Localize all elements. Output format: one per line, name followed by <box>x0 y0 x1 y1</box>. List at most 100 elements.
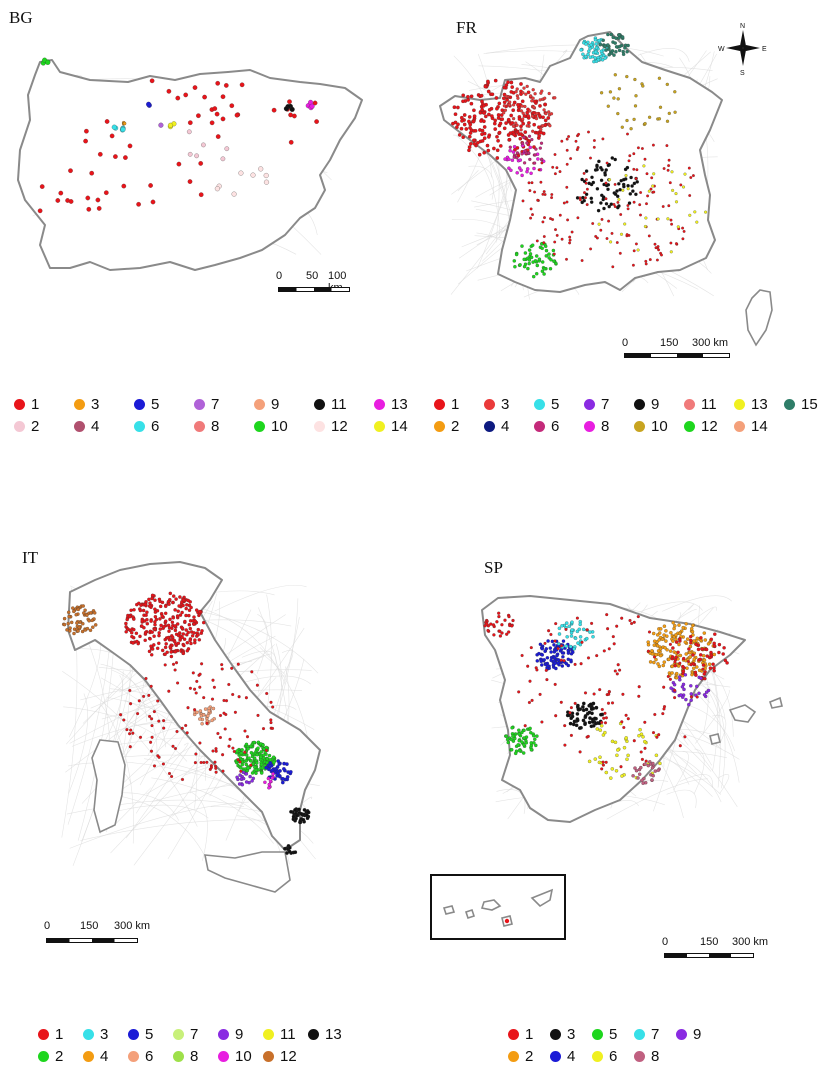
sample-point <box>519 82 523 86</box>
sample-point <box>604 760 608 764</box>
legend-item-14: 14 <box>734 418 768 435</box>
sample-point <box>522 257 526 262</box>
sample-point <box>220 667 224 671</box>
flow-line <box>68 636 101 738</box>
sample-point <box>192 615 196 619</box>
sample-point <box>589 724 594 729</box>
legend-label: 1 <box>55 1026 64 1043</box>
sample-point <box>619 765 623 769</box>
compass-n: N <box>740 23 745 30</box>
legend-item-11: 11 <box>263 1026 296 1043</box>
sample-point <box>549 112 554 116</box>
sample-point <box>246 766 250 770</box>
sample-point <box>585 187 589 191</box>
sample-point <box>533 259 538 263</box>
legend-label: 12 <box>701 418 718 435</box>
compass-rose: N S W E <box>718 20 768 77</box>
sample-point <box>265 757 270 761</box>
sample-point <box>518 263 522 267</box>
it-map <box>61 561 321 893</box>
sample-point <box>618 187 622 192</box>
sample-point <box>645 172 649 176</box>
sample-point <box>261 743 265 747</box>
sample-point <box>525 169 529 174</box>
sample-point <box>540 161 544 165</box>
sample-point <box>521 199 525 203</box>
sample-point <box>504 121 508 125</box>
sample-point <box>578 750 582 754</box>
legend-label: 2 <box>55 1048 64 1065</box>
sample-point <box>270 768 275 773</box>
sample-point <box>546 639 550 643</box>
sample-point <box>578 635 583 639</box>
sample-point <box>202 760 206 765</box>
sample-point <box>550 196 554 200</box>
sample-point <box>218 713 223 718</box>
sample-point <box>553 96 557 100</box>
sample-point <box>591 222 595 225</box>
legend-item-11: 11 <box>314 396 347 413</box>
sample-point <box>485 143 490 148</box>
sample-point <box>598 42 603 47</box>
sample-point <box>243 750 247 754</box>
sample-point <box>160 614 164 618</box>
sample-point <box>502 126 507 131</box>
scale-label-0: 0 <box>44 920 51 932</box>
sample-point <box>180 626 185 631</box>
sample-point <box>565 137 569 141</box>
sample-point <box>612 642 616 646</box>
scale-bar-graphic <box>664 953 754 958</box>
sample-point <box>81 604 85 608</box>
sample-point <box>235 775 239 780</box>
flow-line <box>102 675 124 747</box>
sample-point <box>540 653 545 657</box>
legend-label: 2 <box>451 418 460 435</box>
sample-point <box>590 175 594 180</box>
sample-point <box>607 52 611 57</box>
sample-point <box>533 99 537 104</box>
bg-map <box>17 57 363 271</box>
sample-point <box>651 631 656 636</box>
sample-point <box>276 771 280 776</box>
sample-point <box>622 745 627 750</box>
sample-point <box>683 640 688 644</box>
legend-label: 14 <box>391 418 408 435</box>
sample-point <box>502 104 507 108</box>
sample-point <box>651 184 655 188</box>
legend-label: 1 <box>451 396 460 413</box>
sample-point <box>698 653 703 657</box>
sample-point <box>221 753 225 757</box>
sample-point <box>552 259 556 264</box>
sample-point <box>646 763 651 768</box>
sample-point <box>677 623 681 627</box>
legend-swatch <box>14 421 25 432</box>
sample-point <box>693 210 697 214</box>
flow-line <box>69 801 249 849</box>
sample-point <box>537 651 541 656</box>
sample-point <box>189 605 193 610</box>
sample-point <box>249 750 254 755</box>
sample-point <box>570 620 574 624</box>
sample-point <box>688 213 692 217</box>
sample-point <box>615 241 619 244</box>
sample-point <box>599 178 604 183</box>
sample-point <box>672 682 677 687</box>
sample-point <box>167 689 171 693</box>
sample-point <box>482 125 487 129</box>
sample-point <box>314 119 319 124</box>
legend-swatch <box>684 399 695 410</box>
sample-point <box>668 181 672 185</box>
sample-point <box>637 733 641 738</box>
sample-point <box>188 686 192 690</box>
sample-point <box>534 147 538 151</box>
sample-point <box>655 735 659 739</box>
sample-point <box>215 134 221 139</box>
sample-point <box>601 760 605 764</box>
sample-point <box>167 629 171 633</box>
legend-item-8: 8 <box>584 418 609 435</box>
legend-label: 3 <box>501 396 510 413</box>
sample-point <box>285 762 289 766</box>
sample-point <box>646 194 650 198</box>
sample-point <box>268 757 273 762</box>
sample-point <box>559 644 564 648</box>
